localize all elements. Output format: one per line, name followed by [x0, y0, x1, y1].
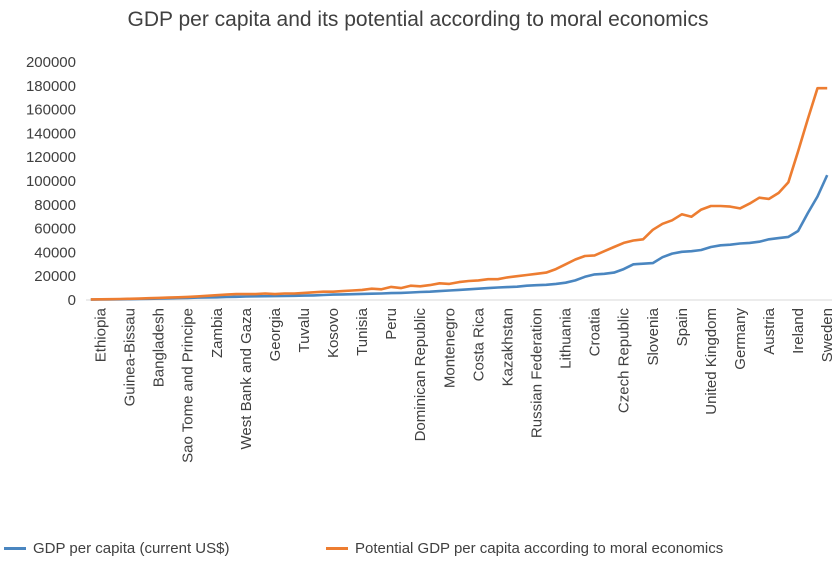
x-tick-label-west-bank-and-gaza: West Bank and Gaza [238, 307, 255, 449]
y-tick-label-4: 80000 [34, 197, 76, 214]
x-tick-label-sweden: Sweden [819, 308, 836, 362]
x-tick-label-kazakhstan: Kazakhstan [499, 308, 516, 386]
x-tick-label-lithuania: Lithuania [558, 307, 575, 369]
x-tick-label-spain: Spain [674, 308, 691, 346]
y-tick-label-1: 20000 [34, 268, 76, 285]
x-tick-label-austria: Austria [761, 307, 778, 354]
legend-item-1: Potential GDP per capita according to mo… [326, 540, 723, 557]
x-tick-label-czech-republic: Czech Republic [616, 308, 633, 414]
x-tick-label-costa-rica: Costa Rica [470, 307, 487, 381]
x-tick-label-montenegro: Montenegro [441, 308, 458, 388]
y-tick-label-5: 100000 [26, 173, 76, 190]
y-tick-label-6: 120000 [26, 149, 76, 166]
y-tick-label-0: 0 [68, 292, 76, 309]
x-axis-labels: Ethiopia Guinea-Bissau Bangladesh Sao Tome … [93, 307, 836, 462]
legend-label: GDP per capita (current US$) [33, 540, 230, 557]
x-tick-label-zambia: Zambia [209, 307, 226, 358]
y-tick-label-10: 200000 [26, 54, 76, 71]
legend: GDP per capita (current US$) Potential GD… [0, 540, 836, 564]
chart-title: GDP per capita and its potential accordi… [127, 8, 709, 31]
series-line-1 [90, 86, 828, 301]
legend-item-0: GDP per capita (current US$) [4, 540, 229, 557]
x-tick-label-croatia: Croatia [587, 307, 604, 356]
x-tick-label-peru: Peru [383, 308, 400, 340]
legend-swatch [4, 547, 26, 550]
x-tick-label-united-kingdom: United Kingdom [703, 308, 720, 415]
legend-swatch [326, 547, 348, 550]
x-tick-label-russian-federation: Russian Federation [529, 308, 546, 438]
x-tick-label-georgia: Georgia [267, 307, 284, 361]
x-tick-label-slovenia: Slovenia [645, 307, 662, 365]
x-tick-label-sao-tome-and-principe: Sao Tome and Principe [180, 308, 197, 463]
y-tick-label-3: 60000 [34, 221, 76, 238]
x-tick-label-bangladesh: Bangladesh [151, 308, 168, 387]
series-line-0 [90, 174, 829, 301]
legend-label: Potential GDP per capita according to mo… [355, 540, 724, 557]
x-tick-label-germany: Germany [732, 308, 749, 370]
x-tick-label-ethiopia: Ethiopia [93, 307, 110, 362]
x-tick-label-dominican-republic: Dominican Republic [412, 308, 429, 442]
series-lines [90, 86, 829, 301]
x-tick-label-kosovo: Kosovo [325, 308, 342, 358]
x-tick-label-guinea-bissau: Guinea-Bissau [122, 308, 139, 406]
y-axis-labels: 0 20000 40000 60000 80000 100000 120000 140000 1… [26, 54, 76, 309]
x-tick-label-tuvalu: Tuvalu [296, 308, 313, 352]
y-tick-label-8: 160000 [26, 102, 76, 119]
x-tick-label-tunisia: Tunisia [354, 307, 371, 355]
y-tick-label-9: 180000 [26, 78, 76, 95]
y-tick-label-2: 40000 [34, 244, 76, 261]
y-tick-label-7: 140000 [26, 125, 76, 142]
x-tick-label-ireland: Ireland [790, 308, 807, 354]
